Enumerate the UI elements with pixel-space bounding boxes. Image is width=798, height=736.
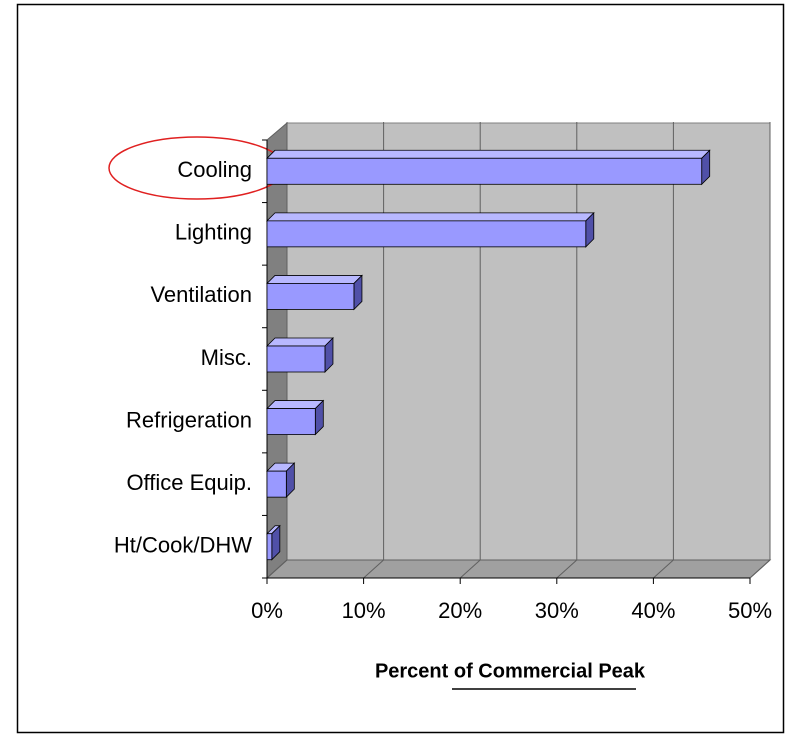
bar: [266, 533, 273, 561]
y-tick-label: Ht/Cook/DHW: [114, 533, 252, 558]
grid-line: [556, 559, 578, 579]
y-tick-label: Office Equip.: [126, 470, 252, 495]
bar: [266, 157, 703, 185]
x-tick-label: 50%: [728, 598, 772, 623]
x-tick-label: 0%: [251, 598, 283, 623]
x-tick-label: 10%: [342, 598, 386, 623]
grid-line: [459, 559, 481, 579]
bar-top: [266, 149, 711, 159]
x-tick-label: 30%: [535, 598, 579, 623]
grid-line: [653, 559, 674, 579]
y-tick-label: Lighting: [175, 220, 252, 245]
bar: [266, 408, 316, 435]
y-tick-label: Misc.: [201, 345, 252, 370]
y-tick-label: Cooling: [177, 157, 252, 182]
bar-top: [266, 275, 363, 284]
x-axis-title: Percent of Commercial Peak: [375, 660, 646, 682]
bar-top: [266, 212, 595, 222]
y-tick-label: Refrigeration: [126, 407, 252, 432]
floor: [265, 559, 772, 579]
grid-line: [749, 559, 771, 579]
bar-top: [266, 400, 325, 409]
bar: [266, 345, 326, 373]
x-tick-label: 40%: [631, 598, 675, 623]
grid-line: [363, 559, 384, 579]
bar: [266, 220, 587, 248]
plot-area: [265, 121, 772, 580]
back-wall: [286, 122, 771, 561]
x-tick-label: 20%: [438, 598, 482, 623]
bar: [266, 283, 355, 310]
y-tick-label: Ventilation: [150, 282, 252, 307]
bar: [266, 470, 287, 498]
grid-line: [266, 559, 288, 579]
bar-top: [266, 337, 334, 347]
